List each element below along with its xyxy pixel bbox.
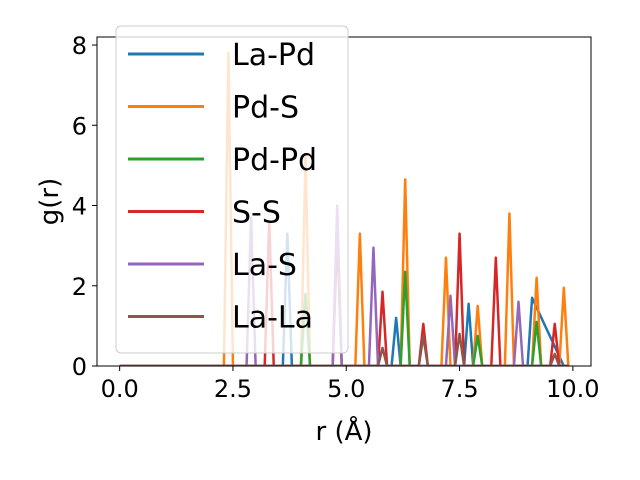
y-tick-label: 4 — [72, 193, 87, 221]
x-tick-label: 5.0 — [327, 375, 365, 403]
x-tick-label: 2.5 — [214, 375, 252, 403]
legend-label-pd-pd: Pd-Pd — [232, 143, 317, 178]
series-line-la-la — [119, 332, 569, 366]
y-ticks: 0 2 4 6 8 — [72, 32, 97, 381]
series-line-s-s — [119, 220, 569, 366]
legend-label-la-pd: La-Pd — [232, 38, 315, 73]
y-tick-label: 0 — [72, 353, 87, 381]
legend: La-Pd Pd-S Pd-Pd S-S La-S La-La — [115, 25, 349, 354]
legend-label-pd-s: Pd-S — [232, 91, 299, 126]
y-tick-label: 2 — [72, 273, 87, 301]
x-tick-label: 10.0 — [546, 375, 599, 403]
y-tick-label: 6 — [72, 112, 87, 140]
y-tick-label: 8 — [72, 32, 87, 60]
x-tick-label: 0.0 — [101, 375, 139, 403]
x-ticks: 0.0 2.5 5.0 7.5 10.0 — [101, 366, 600, 403]
legend-label-la-s: La-S — [232, 248, 297, 283]
legend-label-s-s: S-S — [232, 196, 281, 231]
y-axis-label: g(r) — [35, 178, 65, 225]
x-tick-label: 7.5 — [440, 375, 478, 403]
legend-label-la-la: La-La — [232, 301, 313, 336]
x-axis-label: r (Å) — [315, 415, 372, 447]
